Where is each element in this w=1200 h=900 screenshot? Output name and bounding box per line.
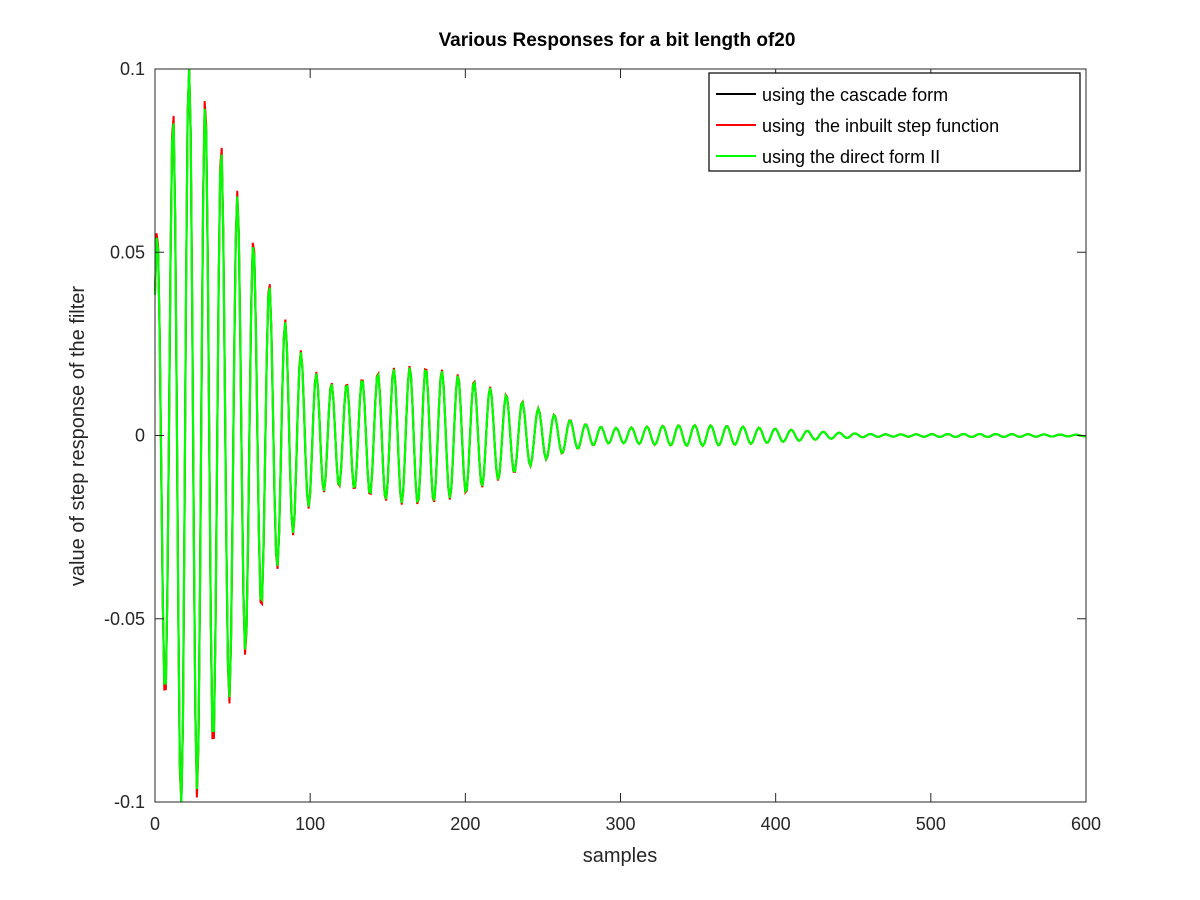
axis-ticks xyxy=(154,68,1087,803)
axis-tick-labels: 0 100 200 300 400 500 600 -0.1 -0.05 0 0.05 0.1 xyxy=(104,59,1101,834)
x-tick-label: 0 xyxy=(150,814,160,834)
legend: using the cascade form using the inbuilt… xyxy=(708,72,1081,172)
legend-label-direct: using the direct form II xyxy=(762,147,940,167)
x-tick-label: 500 xyxy=(916,814,946,834)
series-line-2 xyxy=(153,68,1087,803)
y-axis-label: value of step response of the filter xyxy=(67,286,89,587)
y-tick-label: -0.1 xyxy=(114,792,145,812)
y-tick-label: -0.05 xyxy=(104,609,145,629)
x-tick-label: 600 xyxy=(1071,814,1101,834)
legend-label-cascade: using the cascade form xyxy=(762,85,948,105)
y-tick-label: 0 xyxy=(135,426,145,446)
y-tick-label: 0.05 xyxy=(110,242,145,262)
x-tick-label: 200 xyxy=(450,814,480,834)
legend-label-inbuilt: using the inbuilt step function xyxy=(762,116,999,136)
plot-lines xyxy=(153,68,1087,803)
x-axis-label: samples xyxy=(583,845,657,867)
x-tick-label: 100 xyxy=(295,814,325,834)
chart-title: Various Responses for a bit length of20 xyxy=(439,30,796,51)
x-tick-label: 400 xyxy=(761,814,791,834)
legend-box xyxy=(708,72,1081,172)
x-tick-label: 300 xyxy=(605,814,635,834)
y-tick-label: 0.1 xyxy=(120,59,145,79)
